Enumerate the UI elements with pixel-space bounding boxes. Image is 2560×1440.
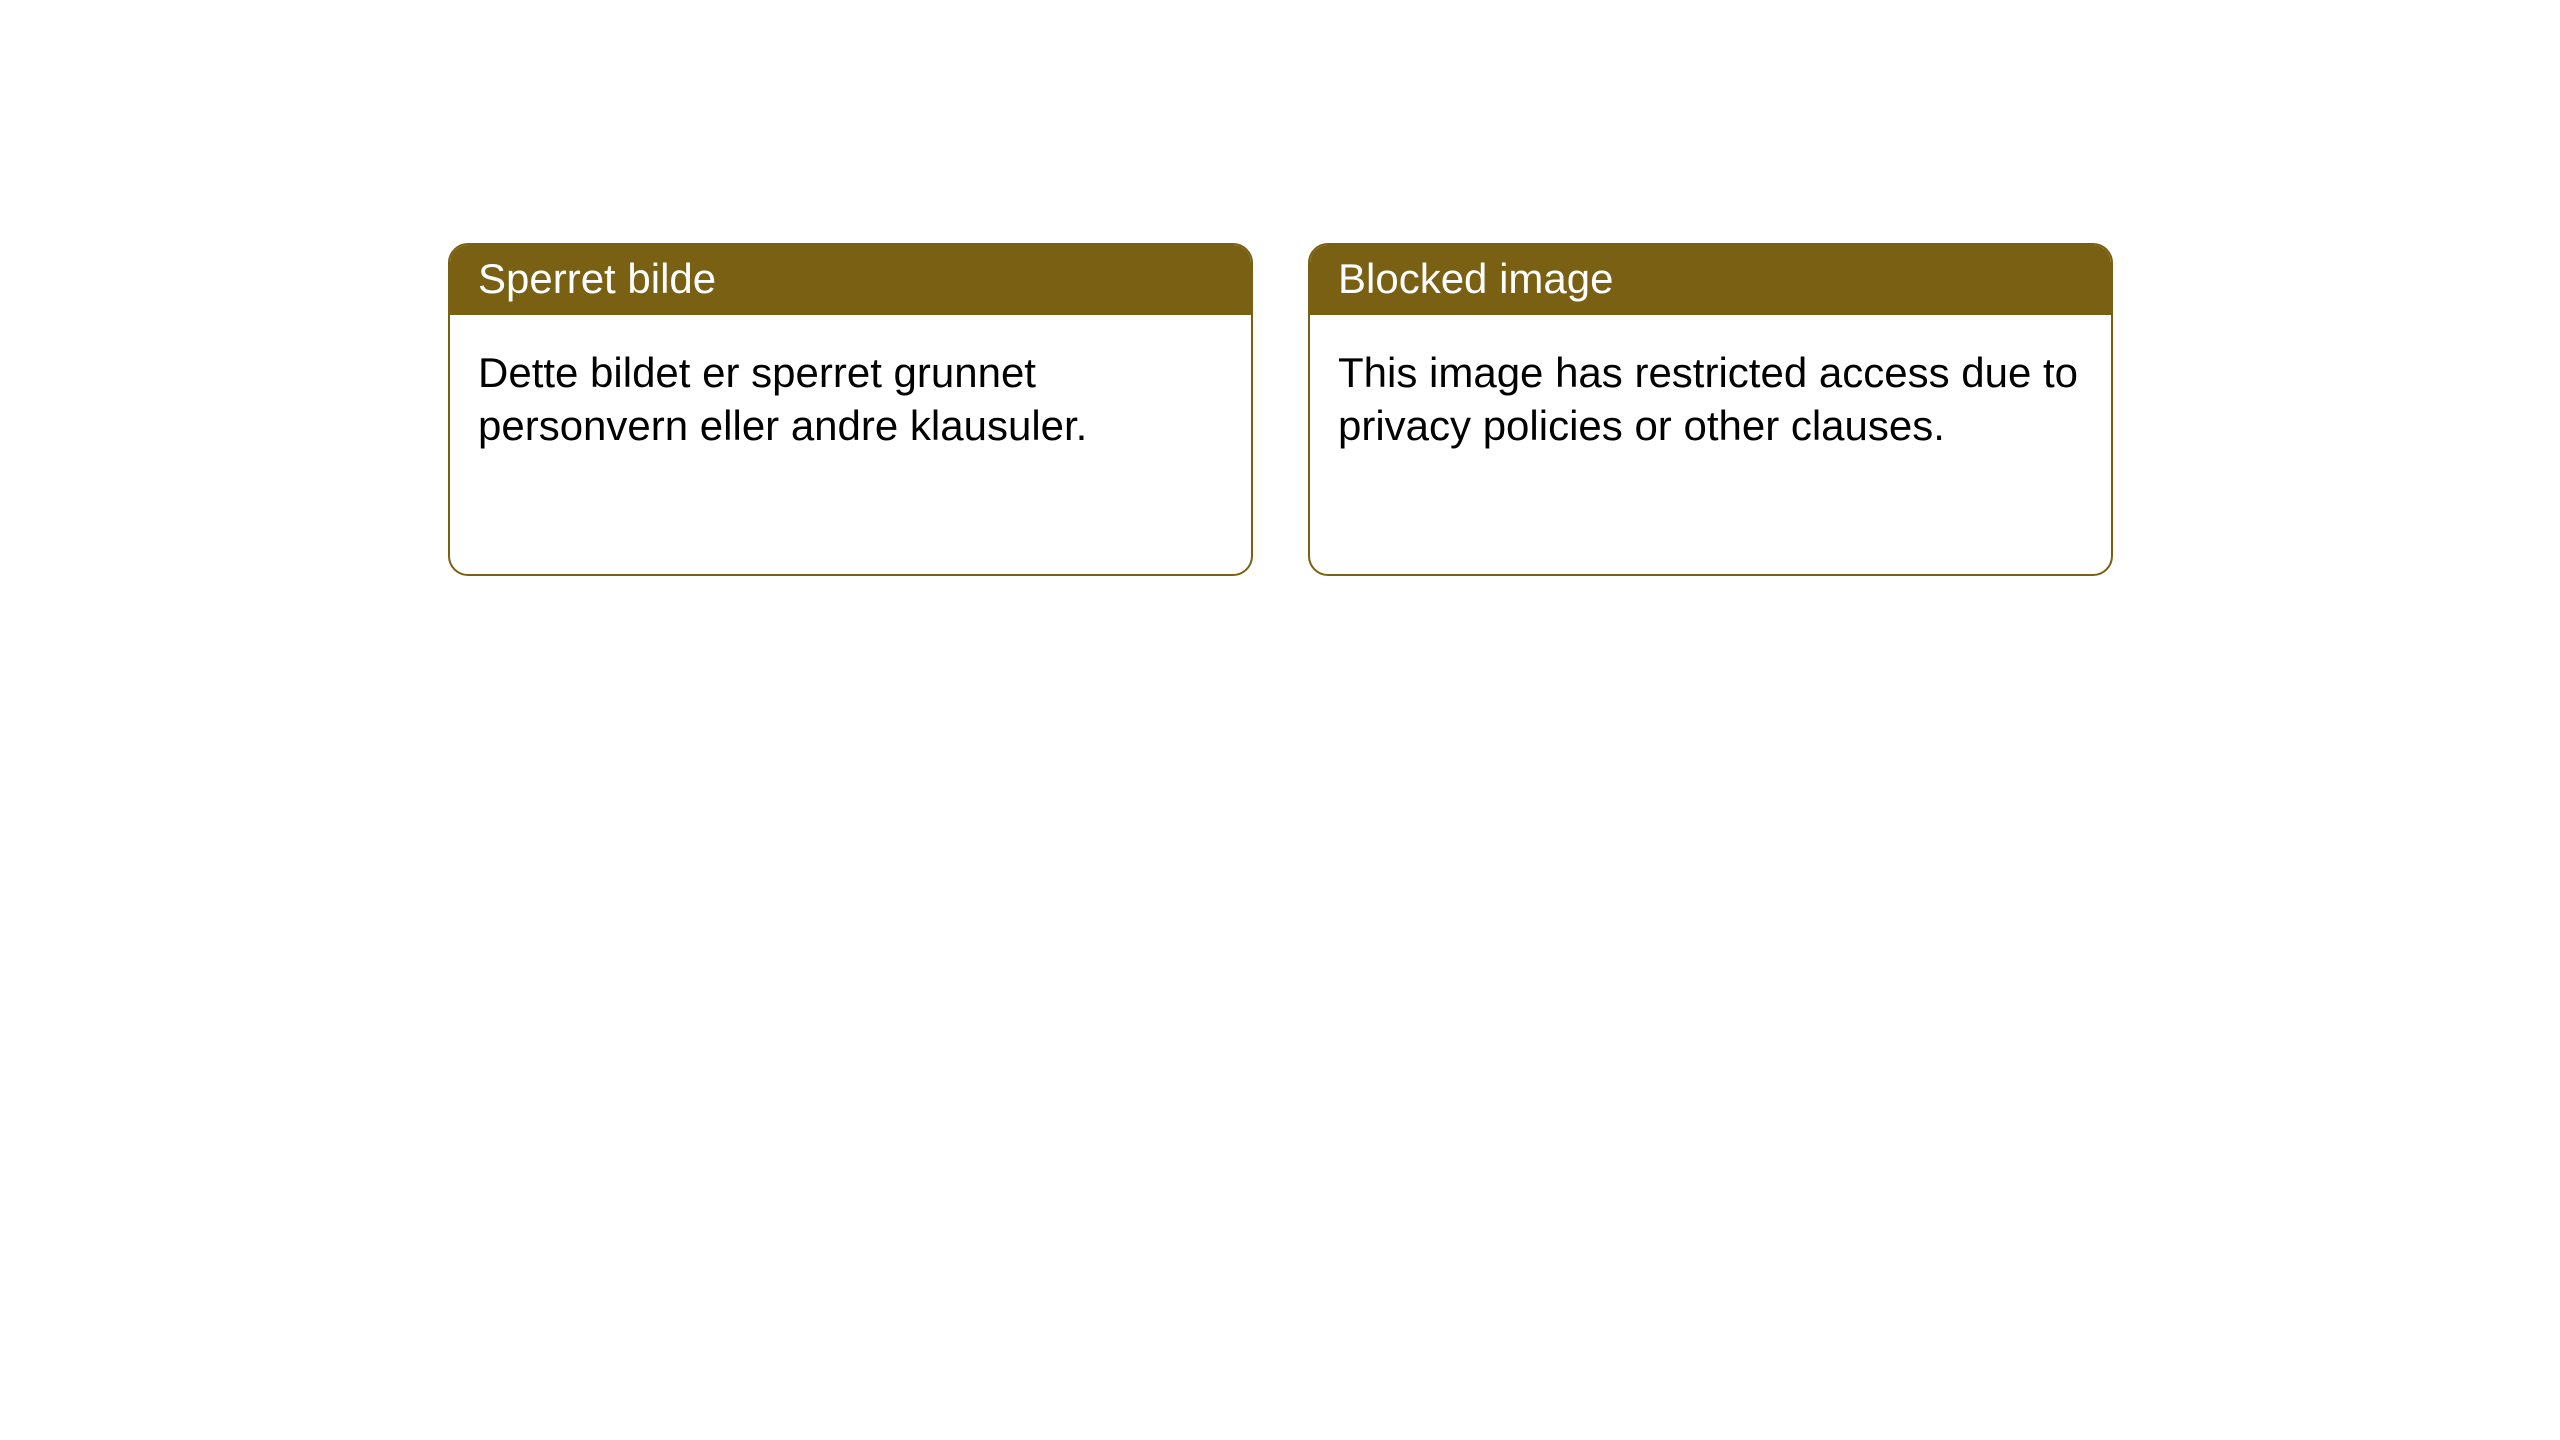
- card-body-text: This image has restricted access due to …: [1338, 349, 2078, 449]
- blocked-image-card-norwegian: Sperret bilde Dette bildet er sperret gr…: [448, 243, 1253, 576]
- card-title: Blocked image: [1338, 255, 1613, 302]
- card-body: Dette bildet er sperret grunnet personve…: [450, 315, 1251, 480]
- blocked-image-card-english: Blocked image This image has restricted …: [1308, 243, 2113, 576]
- card-title: Sperret bilde: [478, 255, 716, 302]
- card-header: Blocked image: [1310, 245, 2111, 315]
- card-body: This image has restricted access due to …: [1310, 315, 2111, 480]
- card-header: Sperret bilde: [450, 245, 1251, 315]
- cards-container: Sperret bilde Dette bildet er sperret gr…: [448, 243, 2113, 576]
- card-body-text: Dette bildet er sperret grunnet personve…: [478, 349, 1087, 449]
